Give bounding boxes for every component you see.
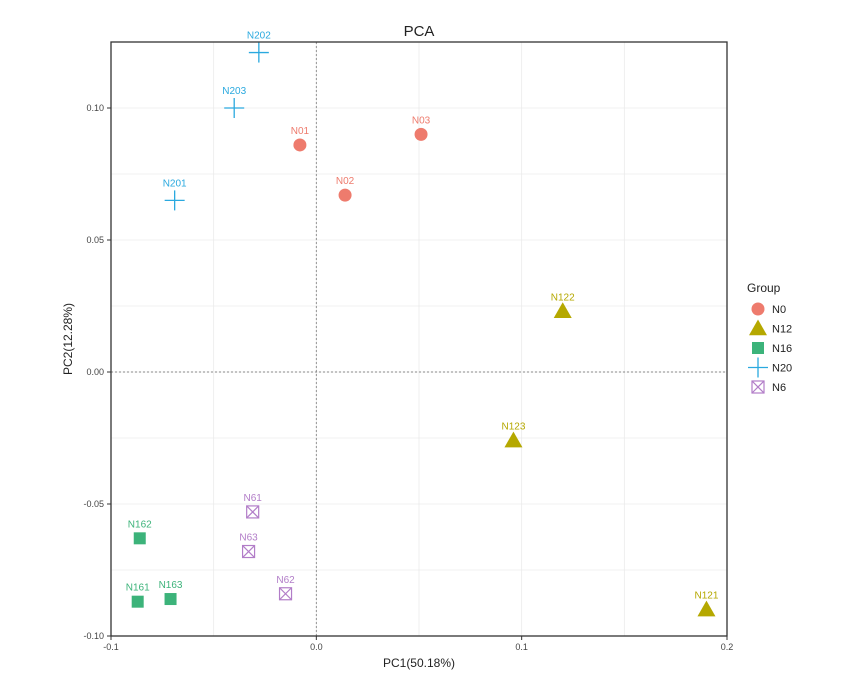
legend-key-n6 bbox=[751, 380, 765, 394]
y-axis-title: PC2(12.28%) bbox=[61, 303, 75, 375]
data-point-n201 bbox=[164, 190, 185, 211]
data-point-n203 bbox=[224, 98, 245, 118]
data-point-n62 bbox=[278, 587, 293, 601]
legend-label-n20: N20 bbox=[772, 363, 792, 375]
x-tick-label: -0.1 bbox=[103, 642, 119, 652]
x-tick-label: 0.2 bbox=[721, 642, 734, 652]
data-points: N01 N02 N03 N121 N122 N123 N161 N162 N163 N201 N20… bbox=[126, 31, 719, 617]
y-tick-label: -0.10 bbox=[83, 631, 104, 641]
x-axis-title: PC1(50.18%) bbox=[383, 656, 455, 670]
data-label-n203: N203 bbox=[222, 86, 246, 97]
data-label-n201: N201 bbox=[163, 178, 187, 189]
plot-frame bbox=[110, 41, 728, 637]
data-label-n62: N62 bbox=[276, 575, 295, 586]
chart-title: PCA bbox=[404, 23, 435, 40]
data-point-n63 bbox=[241, 544, 256, 559]
data-label-n162: N162 bbox=[128, 519, 152, 530]
grid bbox=[111, 42, 727, 636]
legend-key-n16 bbox=[752, 342, 764, 354]
legend-key-n0 bbox=[751, 302, 765, 316]
data-point-n03 bbox=[414, 127, 428, 141]
legend-label-n12: N12 bbox=[772, 324, 792, 336]
data-label-n03: N03 bbox=[412, 115, 431, 126]
legend: Group N0 N12 N16 N20 N6 bbox=[747, 281, 792, 394]
data-label-n02: N02 bbox=[336, 176, 355, 187]
data-label-n61: N61 bbox=[244, 493, 263, 504]
data-label-n202: N202 bbox=[247, 31, 271, 42]
data-label-n63: N63 bbox=[239, 533, 258, 544]
y-tick-label: 0.05 bbox=[86, 235, 104, 245]
data-point-n122 bbox=[553, 302, 572, 319]
data-point-n61 bbox=[246, 505, 260, 519]
y-tick-label: 0.00 bbox=[86, 367, 104, 377]
data-point-n02 bbox=[338, 188, 352, 202]
x-tick-label: 0.1 bbox=[515, 642, 528, 652]
x-tick-label: 0.0 bbox=[310, 642, 323, 652]
legend-label-n0: N0 bbox=[772, 304, 786, 316]
legend-label-n16: N16 bbox=[772, 343, 792, 355]
data-label-n123: N123 bbox=[502, 422, 526, 433]
y-tick-label: -0.05 bbox=[83, 499, 104, 509]
data-point-n202 bbox=[248, 42, 269, 63]
data-label-n122: N122 bbox=[551, 292, 575, 303]
data-point-n163 bbox=[164, 593, 177, 606]
legend-key-n12 bbox=[749, 319, 767, 336]
data-point-n162 bbox=[133, 532, 146, 545]
x-axis-ticks: -0.1 0.0 0.1 0.2 bbox=[103, 636, 733, 652]
data-label-n121: N121 bbox=[695, 591, 719, 602]
data-label-n161: N161 bbox=[126, 583, 150, 594]
legend-label-n6: N6 bbox=[772, 382, 786, 394]
data-point-n123 bbox=[504, 431, 523, 448]
data-label-n01: N01 bbox=[291, 126, 310, 137]
legend-title: Group bbox=[747, 281, 781, 295]
y-axis-ticks: -0.10 -0.05 0.00 0.05 0.10 bbox=[83, 103, 111, 641]
reference-lines bbox=[111, 42, 727, 636]
data-point-n121 bbox=[697, 600, 716, 617]
data-point-n161 bbox=[131, 595, 144, 608]
data-point-n01 bbox=[293, 138, 307, 152]
data-label-n163: N163 bbox=[159, 580, 183, 591]
legend-key-n20 bbox=[748, 357, 768, 378]
y-tick-label: 0.10 bbox=[86, 103, 104, 113]
